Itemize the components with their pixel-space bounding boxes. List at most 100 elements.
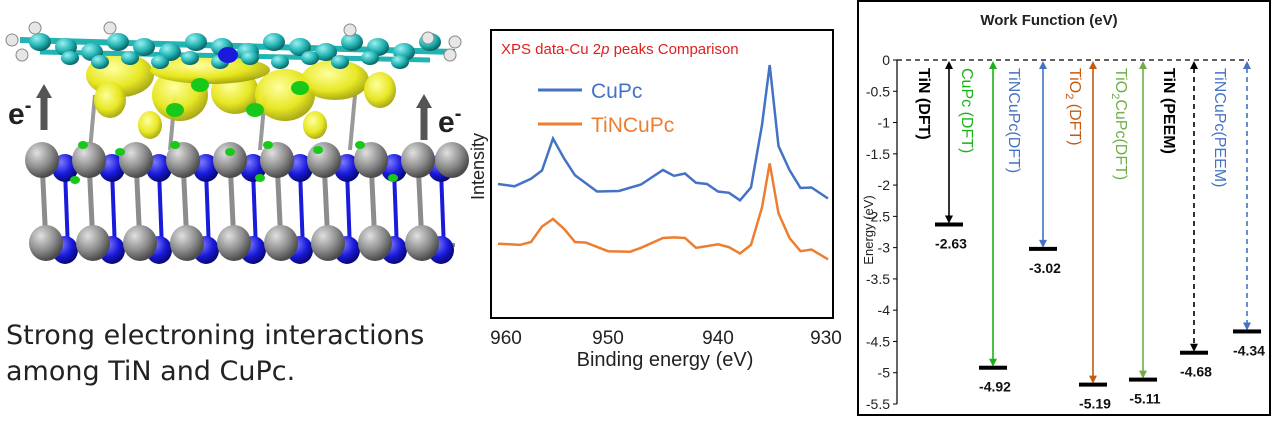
charge-density-green xyxy=(225,148,235,156)
titanium-atom xyxy=(25,142,59,178)
wf-series-name: TiO2 (DFT) xyxy=(1063,68,1083,146)
titanium-atom xyxy=(260,142,294,178)
wf-arrow-head-top xyxy=(989,61,997,69)
titanium-atom xyxy=(358,225,392,261)
wf-arrow-head-top xyxy=(1039,61,1047,69)
xps-legend: CuPc TiNCuPc xyxy=(538,80,674,137)
wf-value-label: -5.19 xyxy=(1079,396,1111,412)
charge-density-green xyxy=(388,174,398,182)
charge-density-green xyxy=(246,103,264,117)
xps-chart: XPS data-Cu 2p peaks Comparison CuPc TiN… xyxy=(468,0,860,417)
wf-y-tick-label: -0.5 xyxy=(866,83,890,99)
molecule-svg: e- e- xyxy=(5,21,469,264)
wf-value-label: -2.63 xyxy=(935,235,967,251)
carbon-atom xyxy=(331,55,349,69)
carbon-atom xyxy=(341,33,363,51)
electron-arrow-right xyxy=(416,94,432,140)
charge-density-green xyxy=(115,148,125,156)
charge-density-yellow xyxy=(301,60,369,100)
wf-y-tick-label: -2 xyxy=(878,177,891,193)
titanium-atom xyxy=(307,142,341,178)
work-function-chart: Work Function (eV) Energy (eV) 0 -0.5 -1 -1… xyxy=(857,0,1272,417)
wf-y-tick-label: -5.5 xyxy=(866,396,890,412)
xps-chart-svg: XPS data-Cu 2p peaks Comparison CuPc TiN… xyxy=(468,29,842,371)
xps-y-label: Intensity xyxy=(470,133,488,200)
carbon-atom xyxy=(391,55,409,69)
bond xyxy=(88,94,97,151)
charge-density-green xyxy=(191,78,209,92)
electron-label-right: e- xyxy=(438,103,461,139)
wf-value-label: -4.34 xyxy=(1233,342,1265,358)
wf-y-tick-label: -5 xyxy=(878,365,891,381)
electron-label-left: e- xyxy=(8,95,31,131)
titanium-atom xyxy=(166,142,200,178)
work-function-chart-svg: Work Function (eV) Energy (eV) 0 -0.5 -1 -1… xyxy=(857,0,1271,416)
wf-value-label: -5.11 xyxy=(1129,391,1160,407)
titanium-atom xyxy=(29,225,63,261)
xps-x-tick-label: 930 xyxy=(810,328,842,349)
wf-series-name: TiNCuPc(PEEM) xyxy=(1211,68,1228,187)
caption-line-1: Strong electroning interactions xyxy=(6,320,425,351)
hydrogen-atom xyxy=(5,33,19,47)
wf-y-label: Energy (eV) xyxy=(861,195,876,264)
wf-arrow-head-top xyxy=(1243,61,1251,69)
wf-level-bar xyxy=(1129,377,1157,382)
wf-arrow-head-top xyxy=(1089,61,1097,69)
wf-series-name: TiN (DFT) xyxy=(915,68,932,140)
caption-line-2: among TiN and CuPc. xyxy=(6,356,296,387)
hydrogen-atom xyxy=(421,31,435,45)
wf-arrow-head-bottom xyxy=(1190,343,1198,352)
xps-series-cupc xyxy=(497,64,829,202)
xps-x-tick-label: 950 xyxy=(592,328,624,349)
carbon-atom xyxy=(61,51,79,65)
carbon-atom xyxy=(301,51,319,65)
hydrogen-atom xyxy=(443,48,457,62)
bond xyxy=(348,94,357,151)
charge-density-green xyxy=(313,146,323,154)
charge-density-yellow xyxy=(138,111,162,139)
charge-density-yellow xyxy=(303,111,327,139)
wf-series-name: TiO2CuPc(DFT) xyxy=(1109,68,1129,180)
titanium-atom xyxy=(401,142,435,178)
carbon-atom xyxy=(151,55,169,69)
xps-x-tick-label: 960 xyxy=(490,328,522,349)
carbon-atom xyxy=(181,51,199,65)
hydrogen-atom xyxy=(103,21,117,35)
wf-level-bar xyxy=(1180,350,1208,355)
wf-axis: 0 -0.5 -1 -1.5 -2 -2.5 -3 -3.5 -4 -4.5 -5 -5.5 xyxy=(866,52,1249,412)
wf-arrow-head-top xyxy=(1139,61,1147,69)
titanium-atom xyxy=(354,142,388,178)
xps-plot-frame xyxy=(490,29,834,319)
hydrogen-atom xyxy=(15,48,29,62)
wf-series-name: TiNCuPc(DFT) xyxy=(1005,68,1022,173)
hydrogen-atom xyxy=(343,23,357,37)
electron-arrow-left xyxy=(36,84,52,130)
hydrogen-atom xyxy=(28,21,42,35)
legend-label-tincupc: TiNCuPc xyxy=(591,114,674,137)
charge-density-green xyxy=(70,176,80,184)
carbon-atom xyxy=(315,43,337,61)
carbon-atom xyxy=(263,33,285,51)
carbon-atom xyxy=(241,51,259,65)
titanium-atom xyxy=(264,225,298,261)
molecule-art xyxy=(5,21,469,264)
carbon-atom xyxy=(91,55,109,69)
wf-y-tick-label: -4.5 xyxy=(866,333,890,349)
carbon-atom xyxy=(133,38,155,56)
carbon-atom xyxy=(271,55,289,69)
wf-level-bar xyxy=(1233,329,1261,334)
carbon-atom xyxy=(29,33,51,51)
carbon-atom xyxy=(107,33,129,51)
wf-level-bar xyxy=(1079,382,1107,387)
xps-series-tincupc xyxy=(497,163,829,261)
wf-arrow-head-bottom xyxy=(1243,322,1251,331)
charge-density-green xyxy=(291,81,309,95)
charge-density-yellow xyxy=(94,82,126,118)
wf-value-label: -4.92 xyxy=(979,379,1011,395)
wf-y-tick-label: -3.5 xyxy=(866,271,890,287)
wf-y-tick-label: 0 xyxy=(882,52,890,68)
xps-x-ticks: 960 950 940 930 xyxy=(490,328,842,349)
charge-density-yellow xyxy=(364,72,396,108)
carbon-atom xyxy=(289,38,311,56)
hydrogen-atom xyxy=(448,35,462,49)
